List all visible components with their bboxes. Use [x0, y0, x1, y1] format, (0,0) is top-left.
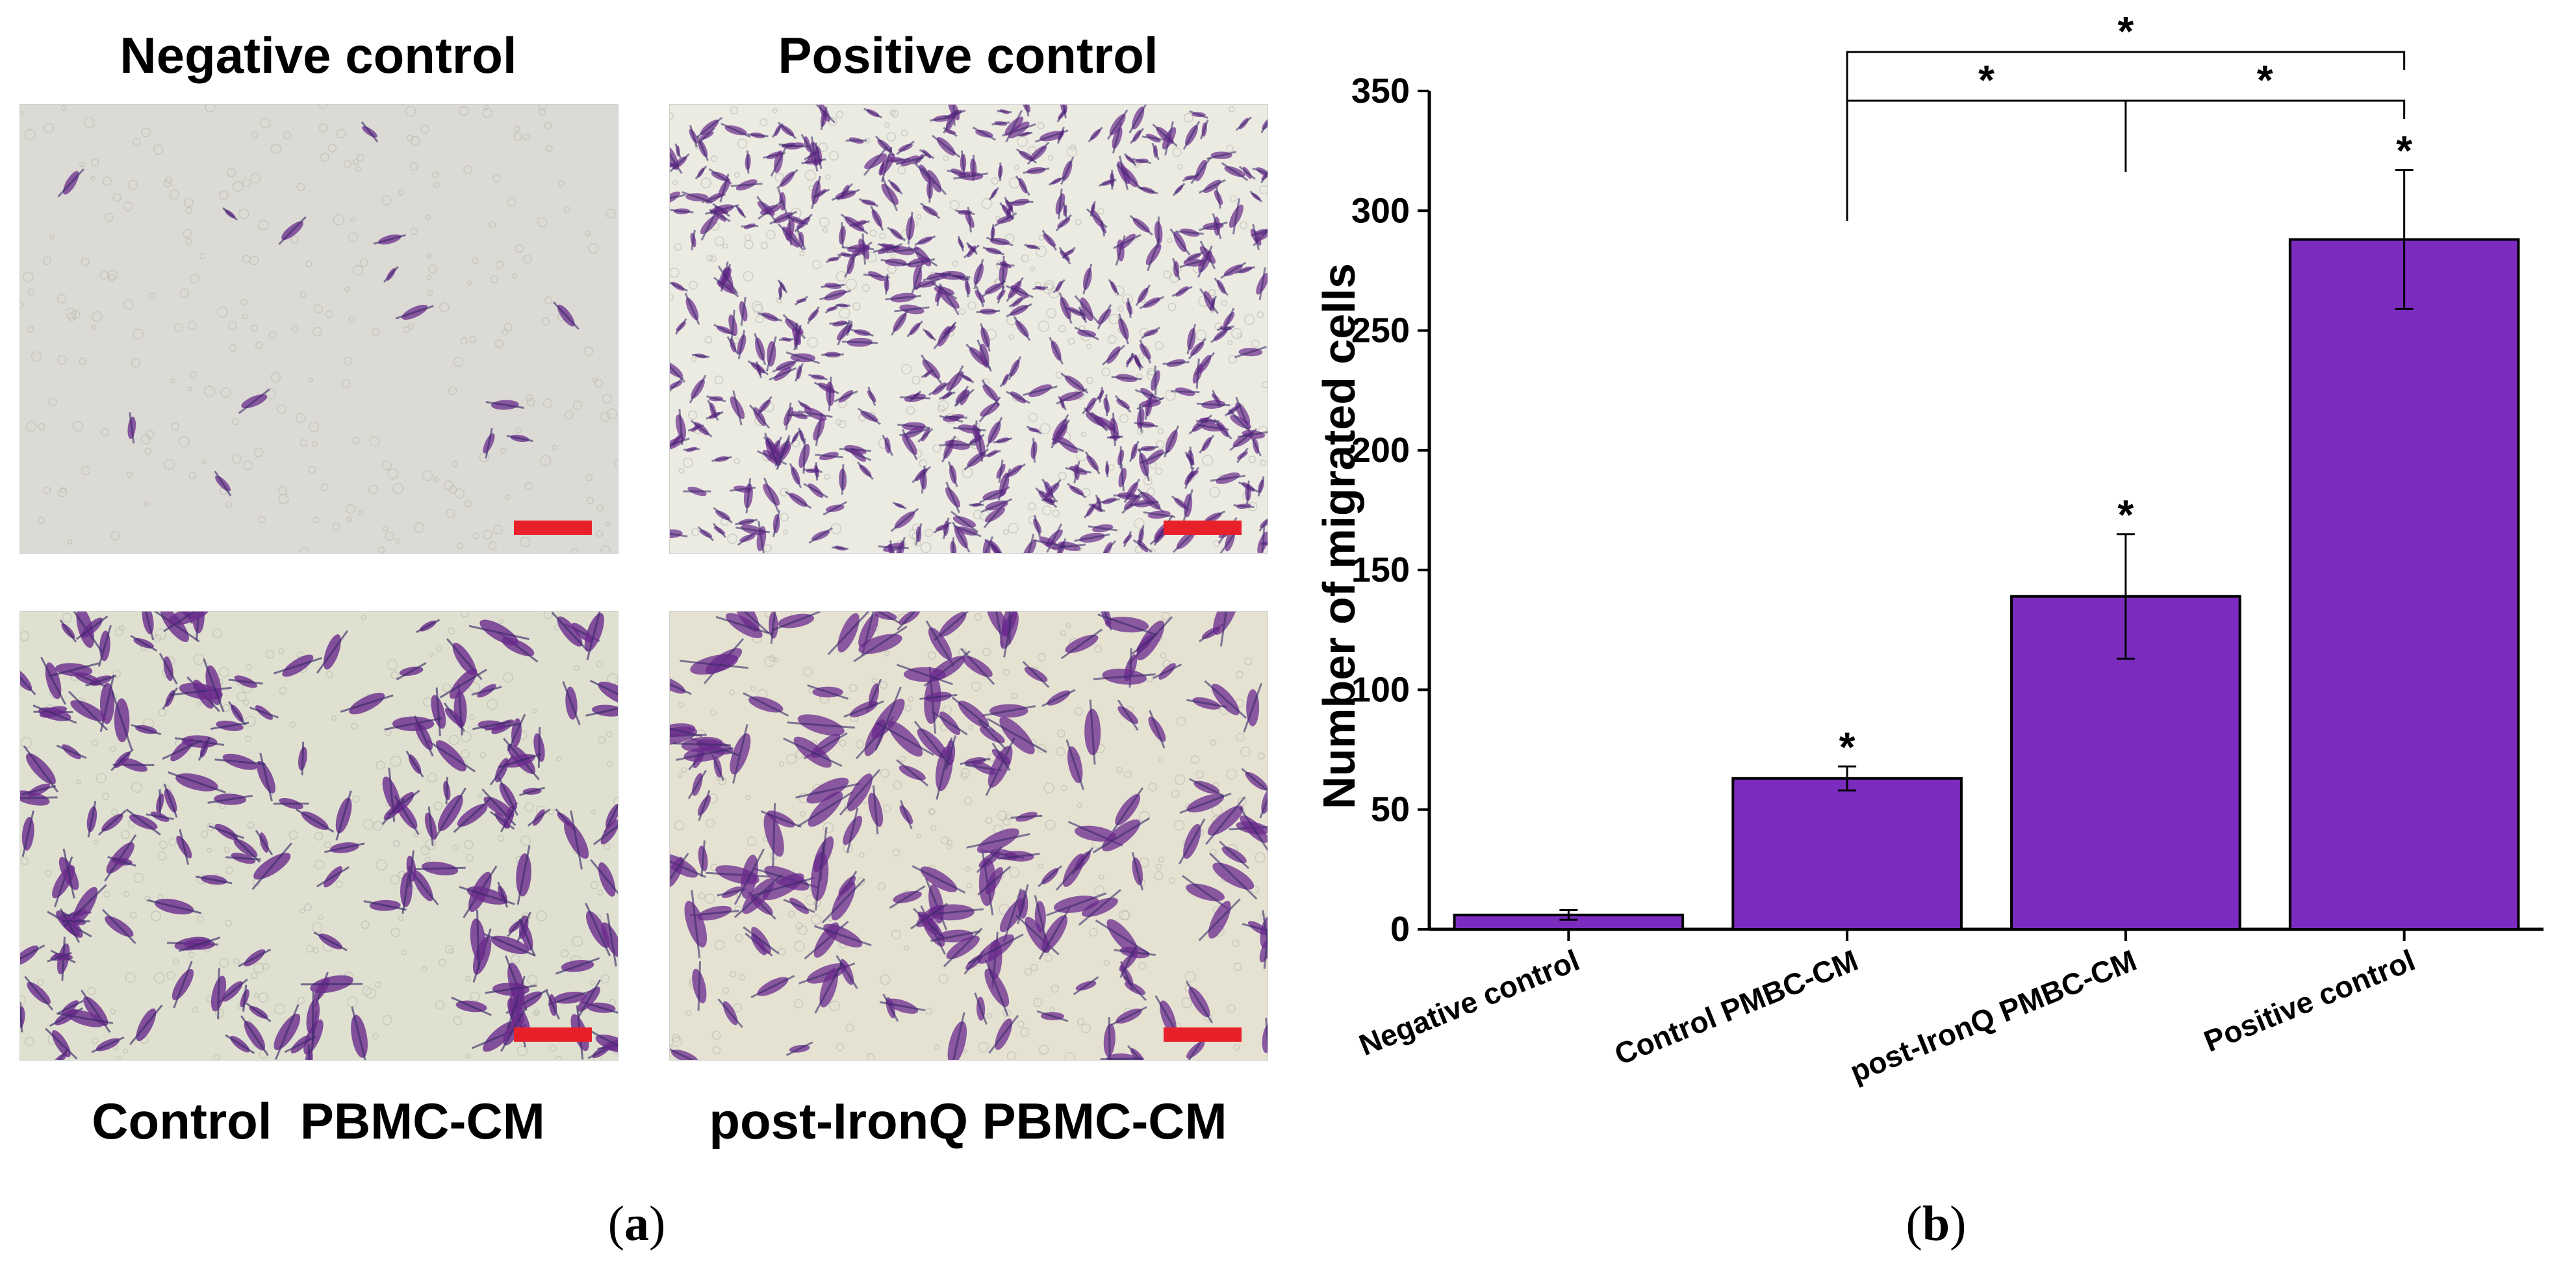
cell-texture — [670, 612, 1268, 1060]
title-negative-control: Negative control — [120, 27, 517, 84]
title-control-pbmc-cm: Control PBMC-CM — [92, 1092, 545, 1150]
y-tick-label: 100 — [1351, 670, 1410, 709]
x-category-label: Negative control — [1354, 943, 1584, 1062]
cell-texture — [20, 612, 618, 1060]
cell-texture — [670, 105, 1268, 553]
bar — [2288, 238, 2520, 931]
x-category-label: Positive control — [2199, 943, 2419, 1058]
bracket-label: * — [2117, 8, 2134, 55]
significance-mark: * — [2396, 127, 2412, 174]
y-tick-label: 200 — [1351, 431, 1410, 470]
panel-letter-b: (b) — [1906, 1196, 1967, 1251]
cell-texture — [20, 105, 618, 553]
bar — [1731, 777, 1963, 931]
bar-chart: 0 50 100 150 200 250 300 350 Number of migrated … — [1314, 8, 2544, 1089]
scale-bar — [1164, 521, 1242, 535]
title-post-ironq-pbmc-cm: post-IronQ PBMC-CM — [709, 1092, 1227, 1150]
panel-letter-a: (a) — [607, 1196, 666, 1251]
y-axis-label: Number of migrated cells — [1314, 263, 1364, 809]
bracket-label: * — [1978, 57, 1995, 103]
micrograph-control-pbmc-cm — [19, 611, 618, 1061]
bracket-label: * — [2257, 57, 2273, 103]
x-category-label: post-IronQ PMBC-CM — [1845, 943, 2141, 1089]
y-tick-label: 350 — [1351, 71, 1410, 110]
micrograph-negative-control — [19, 104, 618, 554]
scale-bar — [514, 521, 592, 535]
significance-mark: * — [2117, 491, 2134, 538]
y-tick-label: 0 — [1390, 910, 1410, 949]
y-tick-label: 50 — [1371, 790, 1410, 829]
micrograph-positive-control — [669, 104, 1268, 554]
significance-bracket — [1846, 51, 2406, 221]
x-category-label: Control PMBC-CM — [1610, 943, 1863, 1072]
significance-bracket — [1847, 99, 2406, 119]
title-positive-control: Positive control — [778, 27, 1158, 84]
micrograph-post-ironq-pbmc-cm — [669, 611, 1268, 1061]
y-tick-label: 300 — [1351, 191, 1410, 230]
y-tick-label: 150 — [1351, 550, 1410, 589]
scale-bar — [514, 1027, 592, 1042]
scale-bar — [1164, 1027, 1242, 1042]
y-tick-label: 250 — [1351, 311, 1410, 350]
significance-mark: * — [1839, 723, 1855, 770]
